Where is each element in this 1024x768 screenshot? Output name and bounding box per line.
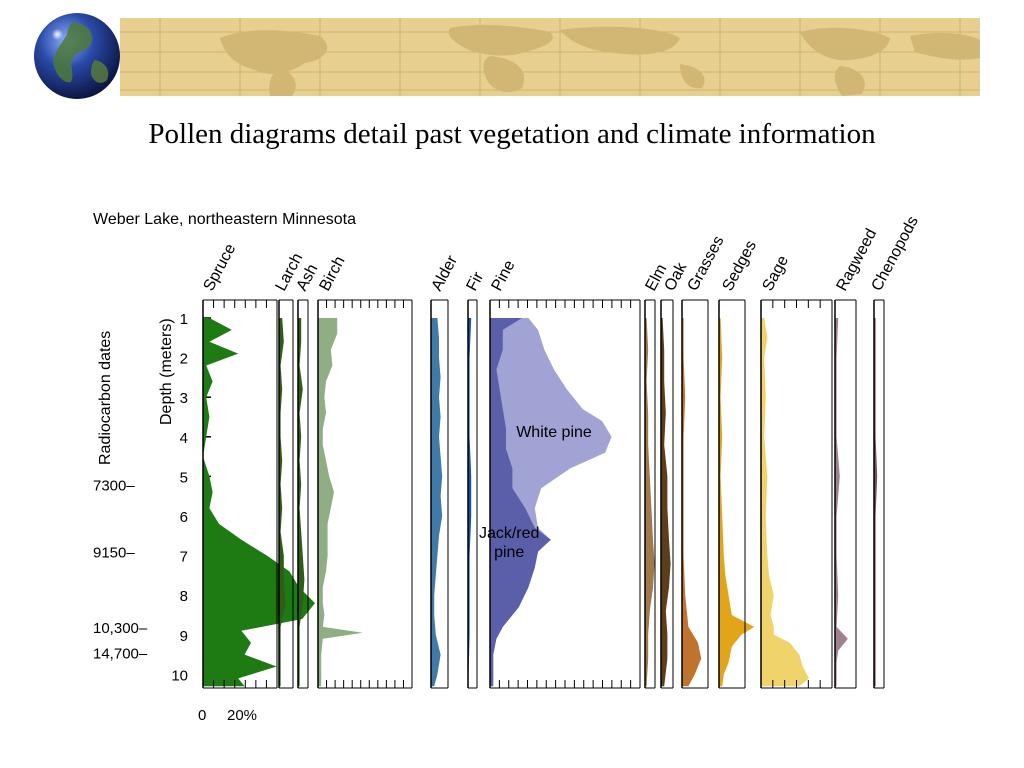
world-map-banner: [120, 18, 980, 96]
slide-title: Pollen diagrams detail past vegetation a…: [148, 118, 876, 150]
panel-grasses: Grasses: [681, 233, 728, 689]
chart-title: Weber Lake, northeastern Minnesota: [93, 211, 356, 228]
panel-fir: Fir: [464, 269, 488, 689]
taxon-label: Pine: [489, 258, 519, 294]
area-ash: [298, 318, 305, 687]
taxon-label: Alder: [429, 252, 462, 294]
area-fir: [468, 318, 472, 687]
panel-alder: Alder: [429, 252, 462, 689]
area-jack-red-pine: [490, 318, 551, 687]
panel-chenopods: Chenopods: [869, 214, 922, 689]
taxon-label: Spruce: [201, 241, 240, 294]
area-larch: [279, 318, 286, 687]
depth-tick-label: 10: [171, 667, 188, 684]
area-oak: [661, 318, 671, 687]
depth-tick-label: 9: [180, 628, 188, 645]
area-elm: [645, 318, 655, 687]
area-sedges: [719, 318, 755, 687]
area-sage: [761, 318, 809, 687]
taxon-label: Sage: [760, 253, 793, 294]
radiocarbon-date-label: 14,700–: [93, 646, 148, 663]
depth-tick-label: 4: [180, 430, 188, 447]
depth-tick-label: 1: [180, 311, 188, 328]
panel-birch: Birch: [317, 254, 413, 689]
scale-label-zero: 0: [198, 707, 206, 724]
depth-tick-label: 7: [180, 549, 188, 566]
area-spruce: [203, 318, 315, 687]
depth-tick-label: 8: [180, 588, 188, 605]
dates-axis-label: Radiocarbon dates: [97, 331, 114, 465]
area-grasses: [682, 318, 702, 687]
radiocarbon-date-label: 7300–: [93, 477, 135, 494]
taxon-label: Birch: [317, 254, 349, 294]
depth-tick-label: 5: [180, 469, 188, 486]
scale-label-twenty: 20%: [227, 707, 257, 724]
area-ragweed: [835, 318, 848, 687]
taxon-label: Sedges: [720, 238, 760, 294]
taxon-label: Oak: [662, 259, 691, 294]
depth-tick-label: 2: [180, 351, 188, 368]
globe-icon: [33, 12, 121, 100]
panel-sage: Sage: [760, 253, 833, 689]
area-birch: [318, 318, 363, 687]
annotation-label: White pine: [516, 424, 592, 441]
annotation-label: Jack/red pine: [479, 525, 539, 561]
radiocarbon-date-label: 10,300–: [93, 620, 148, 637]
depth-tick-label: 3: [180, 390, 188, 407]
taxon-label: Fir: [464, 269, 488, 294]
area-alder: [431, 318, 443, 687]
panel-pine: Pine: [489, 258, 641, 689]
depth-axis-label: Depth (meters): [158, 318, 175, 425]
area-chenopods: [874, 318, 878, 687]
depth-tick-label: 6: [180, 509, 188, 526]
taxon-label: Chenopods: [869, 214, 922, 294]
panel-sedges: Sedges: [718, 238, 760, 689]
radiocarbon-date-label: 9150–: [93, 545, 135, 562]
